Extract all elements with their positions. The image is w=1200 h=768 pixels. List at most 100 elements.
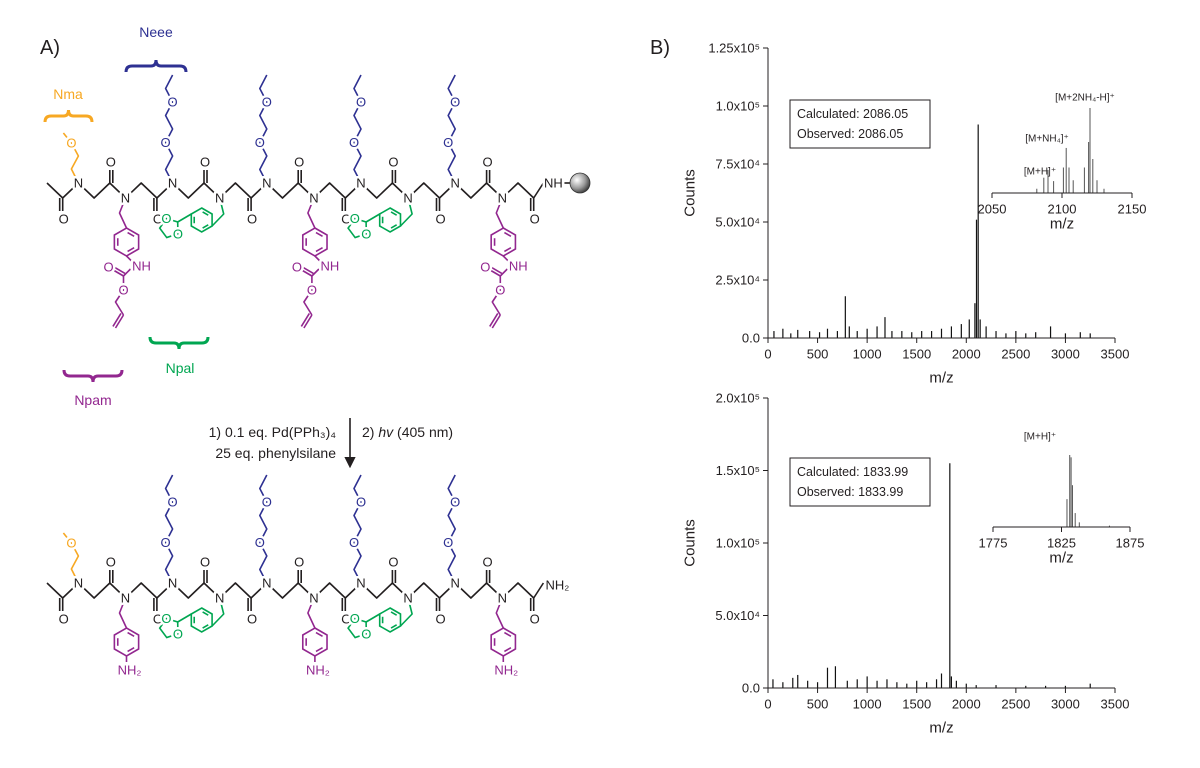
bond: [491, 268, 508, 316]
ring: [347, 617, 368, 639]
atom-label: O: [247, 212, 257, 227]
bond: [495, 597, 505, 629]
x-tick-label: 500: [807, 697, 829, 712]
bond: [301, 265, 314, 275]
atom-label: N: [215, 191, 224, 206]
atom-label: O: [247, 612, 257, 627]
atom-label: O: [173, 226, 183, 241]
x-tick-label: 0: [764, 697, 771, 712]
bond: [491, 314, 501, 329]
annotation-text: Calculated: 1833.99: [797, 465, 908, 479]
y-tick-label: 1.5x10⁵: [716, 463, 760, 478]
bond: [177, 213, 192, 223]
x-tick-label: 1825: [1047, 536, 1076, 551]
bond: [399, 197, 413, 227]
annotation-box: [789, 457, 931, 507]
ring: [347, 217, 368, 239]
atom-label: O: [450, 95, 460, 110]
bond: [390, 224, 398, 229]
atom-label: O: [388, 555, 398, 570]
bond: [353, 474, 362, 584]
atom-label: N: [498, 191, 507, 206]
atom-label: O: [106, 555, 116, 570]
atom-label: O: [443, 535, 453, 550]
atom-label: O: [292, 260, 302, 275]
bond: [353, 74, 362, 184]
bond: [62, 132, 80, 184]
atom-label: N: [262, 176, 271, 191]
atom-label: O: [168, 95, 178, 110]
bond: [127, 631, 135, 638]
bond: [447, 74, 457, 184]
bond: [399, 597, 413, 627]
atom-label: O: [255, 535, 265, 550]
x-tick-label: 3000: [1051, 697, 1080, 712]
atom-label: N: [356, 576, 365, 591]
atom-label: O: [361, 626, 371, 641]
peak-annotation: [M+2NH₄-H]⁺: [1055, 93, 1115, 104]
atom-label: O: [435, 612, 445, 627]
bond: [365, 613, 381, 623]
atom-label: O: [530, 612, 540, 627]
x-tick-label: 2050: [978, 202, 1007, 217]
step-text: hv: [378, 424, 394, 440]
atom-label: O: [483, 555, 493, 570]
x-tick-label: 3000: [1051, 347, 1080, 362]
x-axis-label: m/z: [929, 720, 953, 737]
atom-label: O: [294, 155, 304, 170]
bond: [390, 211, 398, 216]
brace: [43, 109, 94, 123]
y-tick-label: 0.0: [742, 681, 760, 696]
reaction-step: 2) hv (405 nm): [362, 424, 453, 440]
atom-label: O: [200, 555, 210, 570]
bond: [315, 631, 323, 638]
atom-label: O: [349, 135, 359, 150]
resin-bead: [569, 172, 591, 194]
bond: [495, 197, 505, 229]
bond: [202, 211, 209, 216]
x-tick-label: 2000: [952, 347, 981, 362]
atom-label: N: [215, 591, 224, 606]
annotation-text: Calculated: 2086.05: [797, 107, 908, 121]
atom-label: N: [168, 576, 177, 591]
y-tick-label: 1.25x10⁵: [708, 41, 760, 56]
y-tick-label: 0.0: [742, 331, 760, 346]
x-tick-label: 1875: [1116, 536, 1145, 551]
atom-label: O: [262, 95, 272, 110]
y-tick-label: 2.0x10⁵: [716, 391, 760, 406]
bond: [503, 631, 512, 638]
bond: [503, 646, 512, 653]
bond: [315, 246, 323, 253]
bond: [211, 197, 225, 227]
residue-label: Neee: [139, 24, 173, 40]
atom-label: O: [66, 536, 76, 551]
atom-label: O: [255, 135, 265, 150]
atom-label: O: [168, 495, 178, 510]
step-text: (405 nm): [393, 424, 453, 440]
bond: [300, 313, 311, 327]
bond: [114, 268, 132, 316]
bond: [127, 646, 135, 653]
bond: [202, 611, 209, 616]
bond: [258, 74, 268, 184]
atom-label: NH₂: [118, 663, 142, 678]
atom-label: NH: [509, 259, 528, 274]
y-tick-label: 5.0x10⁴: [715, 215, 760, 230]
bond: [118, 197, 128, 229]
bond: [487, 268, 501, 277]
bond: [62, 532, 80, 584]
residue-label: Npam: [74, 392, 111, 408]
bond: [303, 268, 320, 316]
x-tick-label: 1500: [902, 347, 931, 362]
bond: [315, 646, 323, 653]
bond: [315, 231, 323, 238]
reaction-step: 25 eq. phenylsilane: [215, 445, 336, 461]
atom-label: O: [443, 135, 453, 150]
atom-label: O: [356, 95, 366, 110]
x-tick-label: 2500: [1001, 697, 1030, 712]
x-axis-label: m/z: [1049, 550, 1073, 567]
atom-label: NH: [321, 259, 340, 274]
annotation-box: [789, 99, 931, 149]
atom-label: O: [361, 226, 371, 241]
bond: [127, 231, 135, 238]
